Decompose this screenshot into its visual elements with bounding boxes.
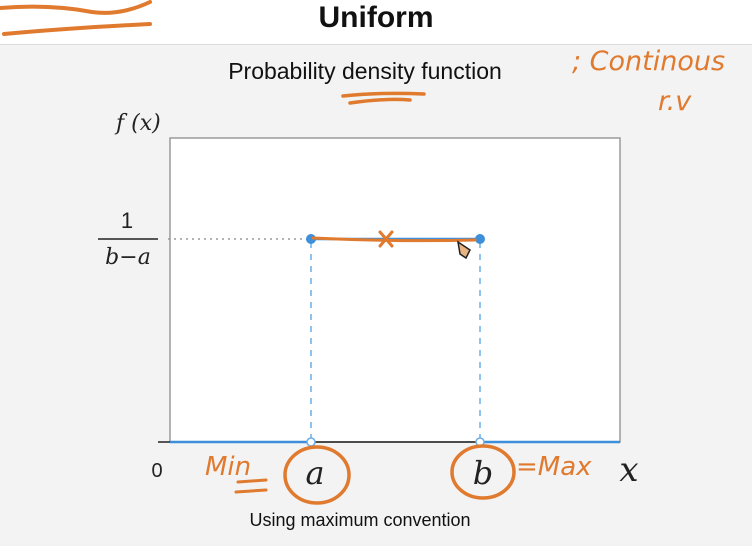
- top-band: [0, 0, 752, 44]
- y-tick-denominator: b−a: [105, 245, 151, 270]
- point-a-top: [306, 234, 316, 244]
- page-title: Uniform: [318, 1, 434, 34]
- point-a-bottom: [306, 437, 316, 447]
- chart-title: Probability density function: [228, 58, 502, 84]
- annotation-max: =Max: [516, 452, 592, 482]
- annotation-rv: r.v: [658, 86, 692, 117]
- annotation-scribble-topleft: [0, 0, 152, 36]
- x-tick-a: a: [305, 454, 324, 492]
- chart-subtitle: Using maximum convention: [249, 510, 471, 530]
- annotation-underline-density: [341, 91, 426, 105]
- annotation-min-underline: [234, 478, 268, 494]
- annotation-min: Min: [205, 452, 252, 482]
- annotation-circle-a: [283, 445, 351, 505]
- y-axis-label: f (x): [114, 111, 161, 136]
- annotation-top-overdraw: [311, 236, 477, 243]
- x-axis-label: x: [619, 450, 638, 490]
- y-tick-numerator: 1: [121, 208, 133, 233]
- annotation-circle-b: [450, 444, 516, 500]
- plot-frame: [169, 137, 621, 443]
- cursor-icon: [456, 240, 471, 260]
- x-tick-0: 0: [151, 460, 162, 482]
- x-tick-b: b: [473, 454, 493, 492]
- annotation-continuous: ; Continous: [572, 46, 726, 77]
- point-b-top: [475, 234, 485, 244]
- annotation-cross-mark: [378, 230, 394, 248]
